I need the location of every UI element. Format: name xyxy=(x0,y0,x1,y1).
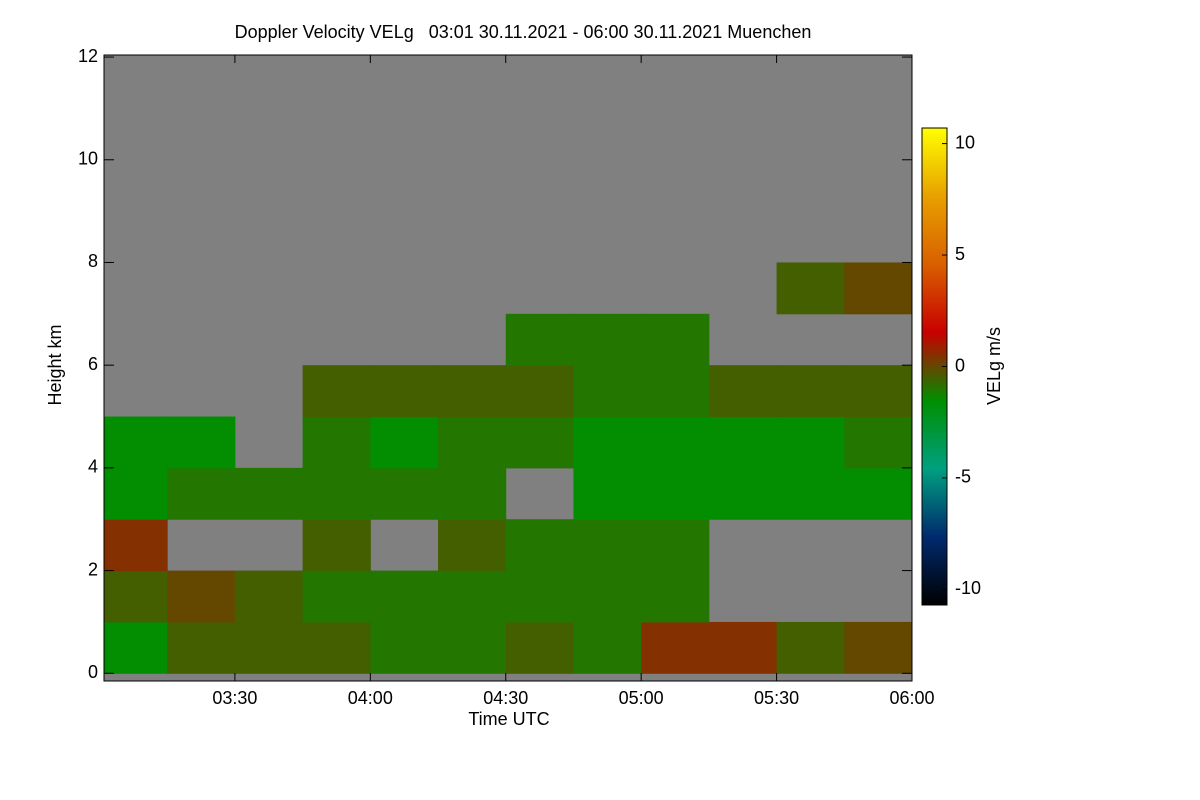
heatmap-cell xyxy=(844,416,913,469)
heatmap-cell xyxy=(844,467,913,520)
heatmap-cell xyxy=(438,365,507,418)
heatmap-cell xyxy=(776,365,845,418)
colorbar-tick-label: 10 xyxy=(955,132,975,152)
heatmap-cell xyxy=(370,621,439,674)
heatmap-cell xyxy=(438,621,507,674)
heatmap-cell xyxy=(641,570,710,623)
colorbar-tick-label: 5 xyxy=(955,244,965,264)
heatmap-cell xyxy=(370,467,439,520)
heatmap-cell xyxy=(438,416,507,469)
colorbar-label: VELg m/s xyxy=(984,327,1004,405)
heatmap-cell xyxy=(167,621,236,674)
heatmap-cell xyxy=(573,570,642,623)
heatmap-cell xyxy=(505,313,574,366)
heatmap-cell xyxy=(302,416,371,469)
heatmap-cell xyxy=(641,365,710,418)
heatmap-cell xyxy=(505,570,574,623)
y-axis-label: Height km xyxy=(45,324,65,405)
x-tick-label: 04:30 xyxy=(483,688,528,708)
heatmap-cell xyxy=(573,519,642,572)
x-axis-label: Time UTC xyxy=(468,709,549,729)
heatmap-cell xyxy=(234,467,304,520)
y-tick-label: 2 xyxy=(88,559,98,579)
y-tick-label: 0 xyxy=(88,662,98,682)
y-tick-label: 4 xyxy=(88,457,98,477)
chart-title: Doppler Velocity VELg 03:01 30.11.2021 -… xyxy=(235,22,812,42)
heatmap-cell xyxy=(708,621,778,674)
heatmap-cell xyxy=(234,570,304,623)
x-tick-label: 04:00 xyxy=(348,688,393,708)
heatmap-cell xyxy=(370,365,439,418)
y-tick-label: 12 xyxy=(78,46,98,66)
y-tick-label: 10 xyxy=(78,149,98,169)
plot-frame xyxy=(103,54,913,682)
heatmap-cell xyxy=(505,621,574,674)
heatmap-cell xyxy=(505,365,574,418)
heatmap-cell xyxy=(104,416,168,469)
heatmap-cell xyxy=(104,621,168,674)
heatmap-cell xyxy=(505,416,574,469)
colorbar-tick-label: -5 xyxy=(955,467,971,487)
heatmap-cell xyxy=(844,621,913,674)
heatmap-cell xyxy=(438,467,507,520)
heatmap-cell xyxy=(302,467,371,520)
heatmap-cell xyxy=(167,570,236,623)
colorbar-tick-label: -10 xyxy=(955,578,981,598)
y-tick-label: 8 xyxy=(88,251,98,271)
heatmap-cell xyxy=(844,365,913,418)
heatmap-cell xyxy=(641,519,710,572)
heatmap-cell xyxy=(641,621,710,674)
heatmap-cell xyxy=(104,467,168,520)
heatmap-cell xyxy=(844,262,913,315)
heatmap-cell xyxy=(641,416,710,469)
heatmap-cell xyxy=(438,570,507,623)
heatmap-cell xyxy=(167,467,236,520)
heatmap-cell xyxy=(302,519,371,572)
heatmap-cell xyxy=(438,519,507,572)
heatmap-cell xyxy=(776,621,845,674)
heatmap-cell xyxy=(641,467,710,520)
y-tick-label: 6 xyxy=(88,354,98,374)
heatmap-cell xyxy=(505,519,574,572)
x-tick-label: 05:30 xyxy=(754,688,799,708)
heatmap-cell xyxy=(104,519,168,572)
heatmap-cell xyxy=(573,467,642,520)
heatmap-cell xyxy=(104,570,168,623)
x-tick-label: 03:30 xyxy=(212,688,257,708)
heatmap-cell xyxy=(641,313,710,366)
x-tick-label: 05:00 xyxy=(619,688,664,708)
heatmap-cell xyxy=(776,262,845,315)
heatmap-cell xyxy=(776,416,845,469)
heatmap-cell xyxy=(708,365,778,418)
heatmap-cell xyxy=(370,416,439,469)
heatmap-cell xyxy=(573,365,642,418)
heatmap-cell xyxy=(234,621,304,674)
x-tick-label: 06:00 xyxy=(889,688,934,708)
heatmap-cell xyxy=(708,467,778,520)
heatmap-cell xyxy=(370,570,439,623)
heatmap-cell xyxy=(708,416,778,469)
heatmap-cell xyxy=(573,621,642,674)
colorbar-tick-label: 0 xyxy=(955,355,965,375)
heatmap-cell xyxy=(302,621,371,674)
heatmap-cell xyxy=(167,416,236,469)
heatmap-cell xyxy=(302,570,371,623)
heatmap-cell xyxy=(302,365,371,418)
heatmap-cell xyxy=(573,313,642,366)
heatmap-cell xyxy=(776,467,845,520)
heatmap-cell xyxy=(573,416,642,469)
